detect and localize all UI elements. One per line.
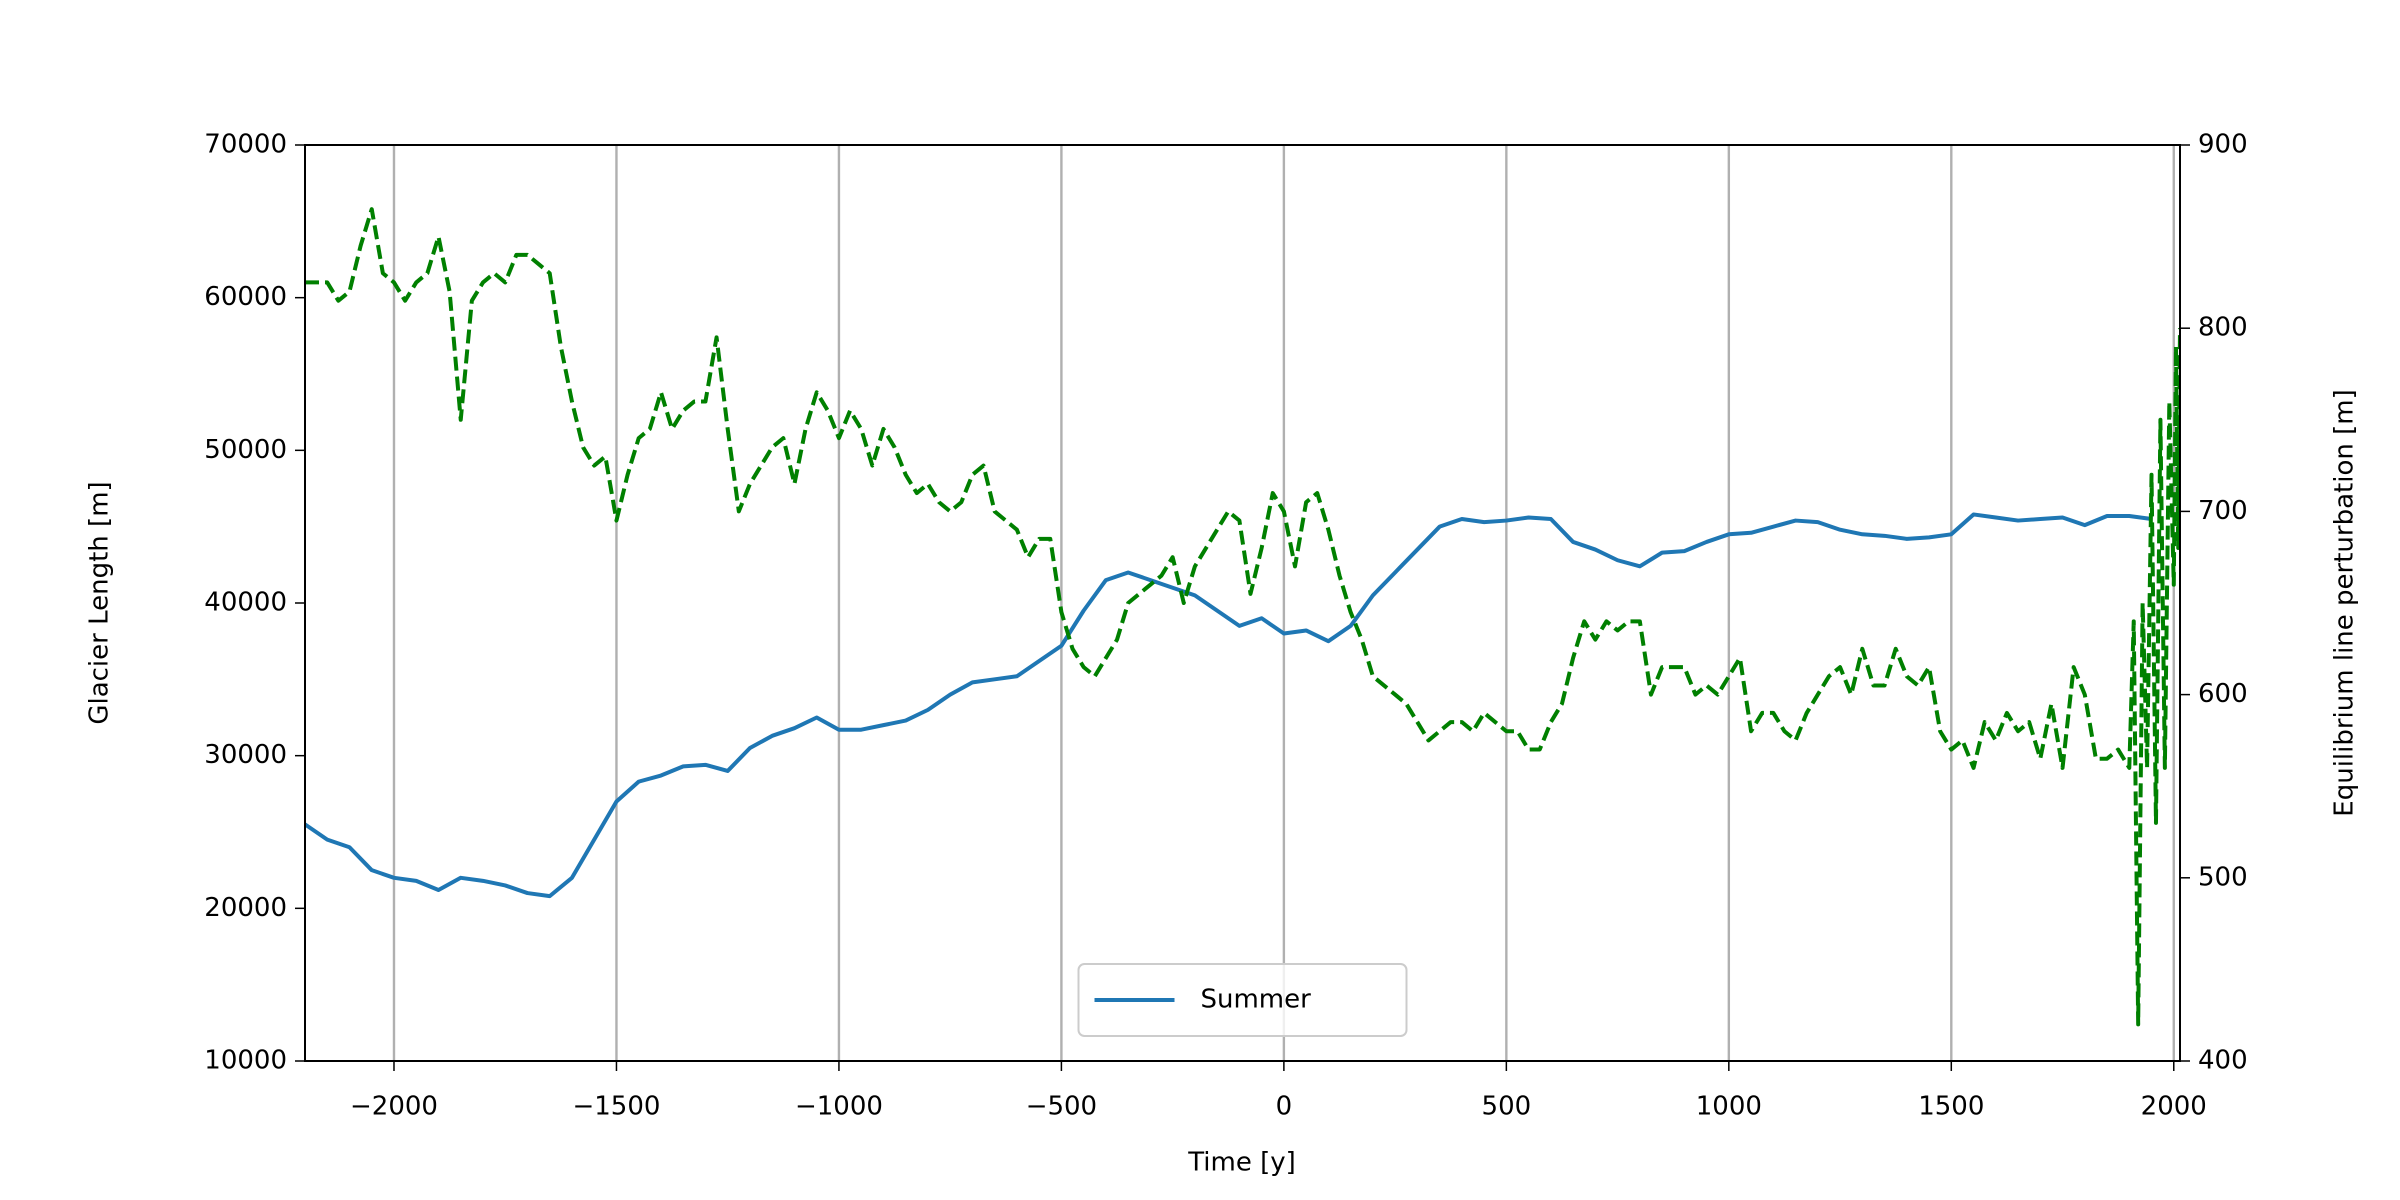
x-tick-label: 500 xyxy=(1482,1092,1532,1122)
y-tick-label: 70000 xyxy=(204,130,287,160)
y-tick-label: 30000 xyxy=(204,740,287,770)
data-line xyxy=(305,207,2180,1027)
x-tick-label: −500 xyxy=(1026,1092,1097,1122)
y2-tick-label: 900 xyxy=(2198,130,2248,160)
legend-label: Summer xyxy=(1201,985,1312,1015)
y-tick-label: 40000 xyxy=(204,588,287,618)
y-axis-label: Glacier Length [m] xyxy=(85,481,115,724)
legend-box xyxy=(1077,963,1408,1037)
y-tick-label: 60000 xyxy=(204,282,287,312)
plot-frame xyxy=(304,144,2181,1062)
y2-tick-label: 400 xyxy=(2198,1046,2248,1076)
data-line xyxy=(305,512,2152,899)
x-axis-label: Time [y] xyxy=(1187,1148,1296,1178)
x-tick-label: 1500 xyxy=(1918,1092,1984,1122)
y-tick-label: 20000 xyxy=(204,893,287,923)
x-tick-label: −1500 xyxy=(572,1092,660,1122)
x-tick-label: 2000 xyxy=(2141,1092,2207,1122)
y-tick-label: 10000 xyxy=(204,1046,287,1076)
x-tick-label: 1000 xyxy=(1696,1092,1762,1122)
y2-axis-label: Equilibrium line perturbation [m] xyxy=(2330,389,2360,816)
y2-tick-label: 600 xyxy=(2198,679,2248,709)
x-tick-label: −2000 xyxy=(350,1092,438,1122)
y-tick-label: 50000 xyxy=(204,435,287,465)
x-tick-label: −1000 xyxy=(795,1092,883,1122)
y2-tick-label: 800 xyxy=(2198,313,2248,343)
y2-tick-label: 500 xyxy=(2198,862,2248,892)
x-tick-label: 0 xyxy=(1276,1092,1293,1122)
y2-tick-label: 700 xyxy=(2198,496,2248,526)
